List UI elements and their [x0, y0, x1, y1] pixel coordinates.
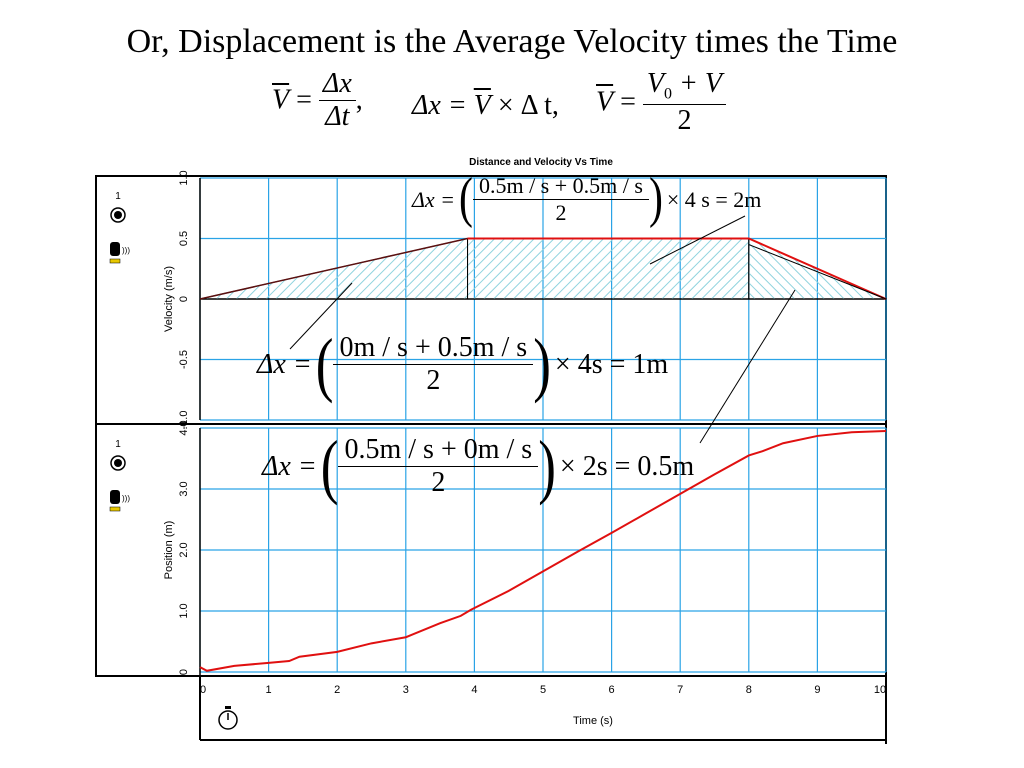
x-tick-4: 4	[471, 684, 477, 696]
position-y-tick-2: 2.0	[178, 542, 190, 557]
x-tick-7: 7	[677, 684, 683, 696]
stopwatch-icon	[218, 710, 238, 730]
motion-detector-base-icon-velocity	[109, 258, 121, 264]
leader-lines	[289, 215, 796, 444]
velocity-line-accel	[199, 237, 468, 300]
position-grid	[199, 427, 887, 677]
leader-top	[649, 215, 746, 265]
vbar-symbol: V	[272, 84, 290, 116]
x-tick-10: 10	[874, 684, 886, 696]
motion-detector-icon-position	[110, 490, 120, 504]
velocity-y-tick-2: 0	[178, 296, 190, 302]
position-y-tick-0: 0	[178, 669, 190, 675]
velocity-y-tick-4: 1.0	[178, 170, 190, 185]
motion-detector-icon-velocity	[110, 242, 120, 256]
velocity-area	[199, 237, 887, 300]
velocity-y-tick-0: -1.0	[178, 411, 190, 430]
x-tick-9: 9	[814, 684, 820, 696]
chart-title: Distance and Velocity Vs Time	[469, 157, 613, 168]
motion-detector-base-icon-position	[109, 506, 121, 512]
position-line	[199, 430, 887, 672]
leader-low	[699, 289, 796, 444]
dx-dt-fraction: Δx Δt	[318, 68, 356, 133]
sensor-icons: 1))) 1)))	[109, 191, 238, 730]
velocity-y-axis-label: Velocity (m/s)	[163, 266, 175, 332]
slide-title: Or, Displacement is the Average Velocity…	[126, 23, 898, 60]
sensor-dot-icon-velocity	[114, 211, 122, 219]
leader-mid	[289, 282, 353, 350]
x-tick-0: 0	[200, 684, 206, 696]
formula-avg-velocity: V = Δx Δt,	[272, 68, 363, 133]
tick-labels: 0 1 2 3 4 5 6 7 8 9 10 Time (s) -1.0 -0.5 0 0.5 1.0 Veloc…	[163, 170, 886, 727]
position-y-tick-1: 1.0	[178, 603, 190, 618]
velocity-decel-outline	[748, 244, 887, 300]
x-axis-label: Time (s)	[573, 715, 613, 727]
velocity-y-tick-3: 0.5	[178, 231, 190, 246]
sensor-dot-icon-position	[114, 459, 122, 467]
signal-waves-icon-position: )))	[122, 494, 130, 503]
x-tick-1: 1	[266, 684, 272, 696]
x-tick-2: 2	[334, 684, 340, 696]
sensor-number-position: 1	[115, 439, 121, 450]
velocity-area-constant	[467, 238, 750, 300]
position-y-tick-4: 4.0	[178, 420, 190, 435]
x-tick-3: 3	[403, 684, 409, 696]
vbar-symbol-3: V	[596, 86, 614, 118]
position-y-tick-3: 3.0	[178, 481, 190, 496]
formula-displacement: Δx = V × Δ t,	[412, 90, 559, 121]
velocity-line	[467, 237, 887, 300]
stopwatch-crown	[225, 706, 231, 709]
x-tick-8: 8	[746, 684, 752, 696]
x-tick-6: 6	[609, 684, 615, 696]
position-y-axis-label: Position (m)	[163, 521, 175, 580]
signal-waves-icon-velocity: )))	[122, 246, 130, 255]
vbar-symbol-2: V	[473, 90, 491, 121]
sensor-number-velocity: 1	[115, 191, 121, 202]
x-tick-5: 5	[540, 684, 546, 696]
velocity-y-tick-1: -0.5	[178, 350, 190, 369]
data-lines	[199, 237, 887, 672]
